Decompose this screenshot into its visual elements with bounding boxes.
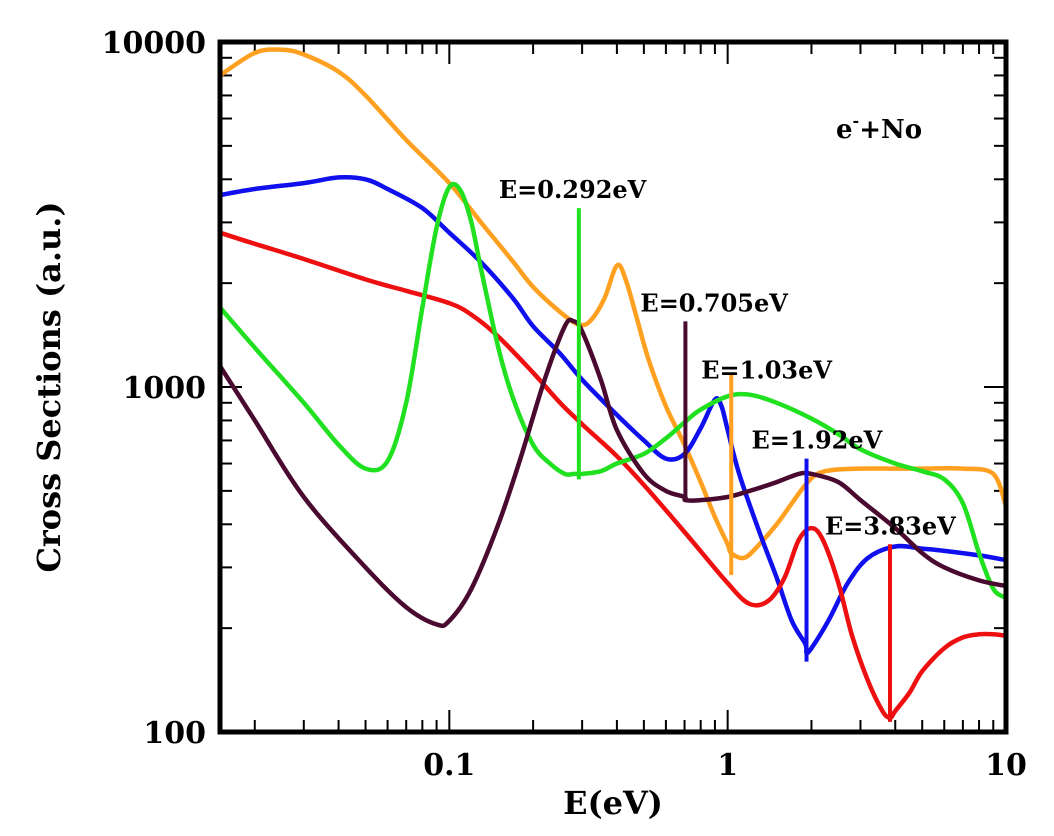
- spike-label: E=1.03eV: [701, 356, 832, 385]
- y-axis-title: Cross Sections (a.u.): [30, 201, 68, 572]
- x-tick-label: 0.1: [423, 748, 475, 783]
- y-tick-label: 100: [143, 716, 206, 751]
- legend-superscript: -: [853, 111, 860, 130]
- spike-label: E=3.83eV: [825, 511, 956, 540]
- spike-label: E=0.705eV: [640, 288, 788, 317]
- spike-label: E=0.292eV: [499, 175, 647, 204]
- series-orange-line: [220, 47, 1006, 561]
- spike-label: E=1.92eV: [752, 426, 883, 455]
- y-tick-label: 10000: [102, 26, 206, 61]
- x-tick-label: 1: [717, 748, 738, 783]
- legend-rest: +No: [859, 115, 922, 145]
- x-axis-title: E(eV): [563, 784, 663, 822]
- x-tick-label: 10: [985, 748, 1027, 783]
- spike-annotations: E=0.292eV E=0.705eV E=1.03eV E=1.92eV E=3.83…: [499, 175, 956, 540]
- y-tick-label: 1000: [123, 371, 207, 406]
- resonance-spikes: [576, 208, 892, 722]
- series-purple-line: [220, 317, 1006, 629]
- tick-labels: 0.1 1 10 100 1000 10000: [102, 26, 1027, 783]
- legend-label: e-+No: [836, 111, 922, 145]
- legend-base: e: [836, 115, 853, 145]
- series-red-line: [220, 230, 1006, 720]
- series-blue-line: [220, 174, 1006, 656]
- plot-frame: [217, 39, 1009, 735]
